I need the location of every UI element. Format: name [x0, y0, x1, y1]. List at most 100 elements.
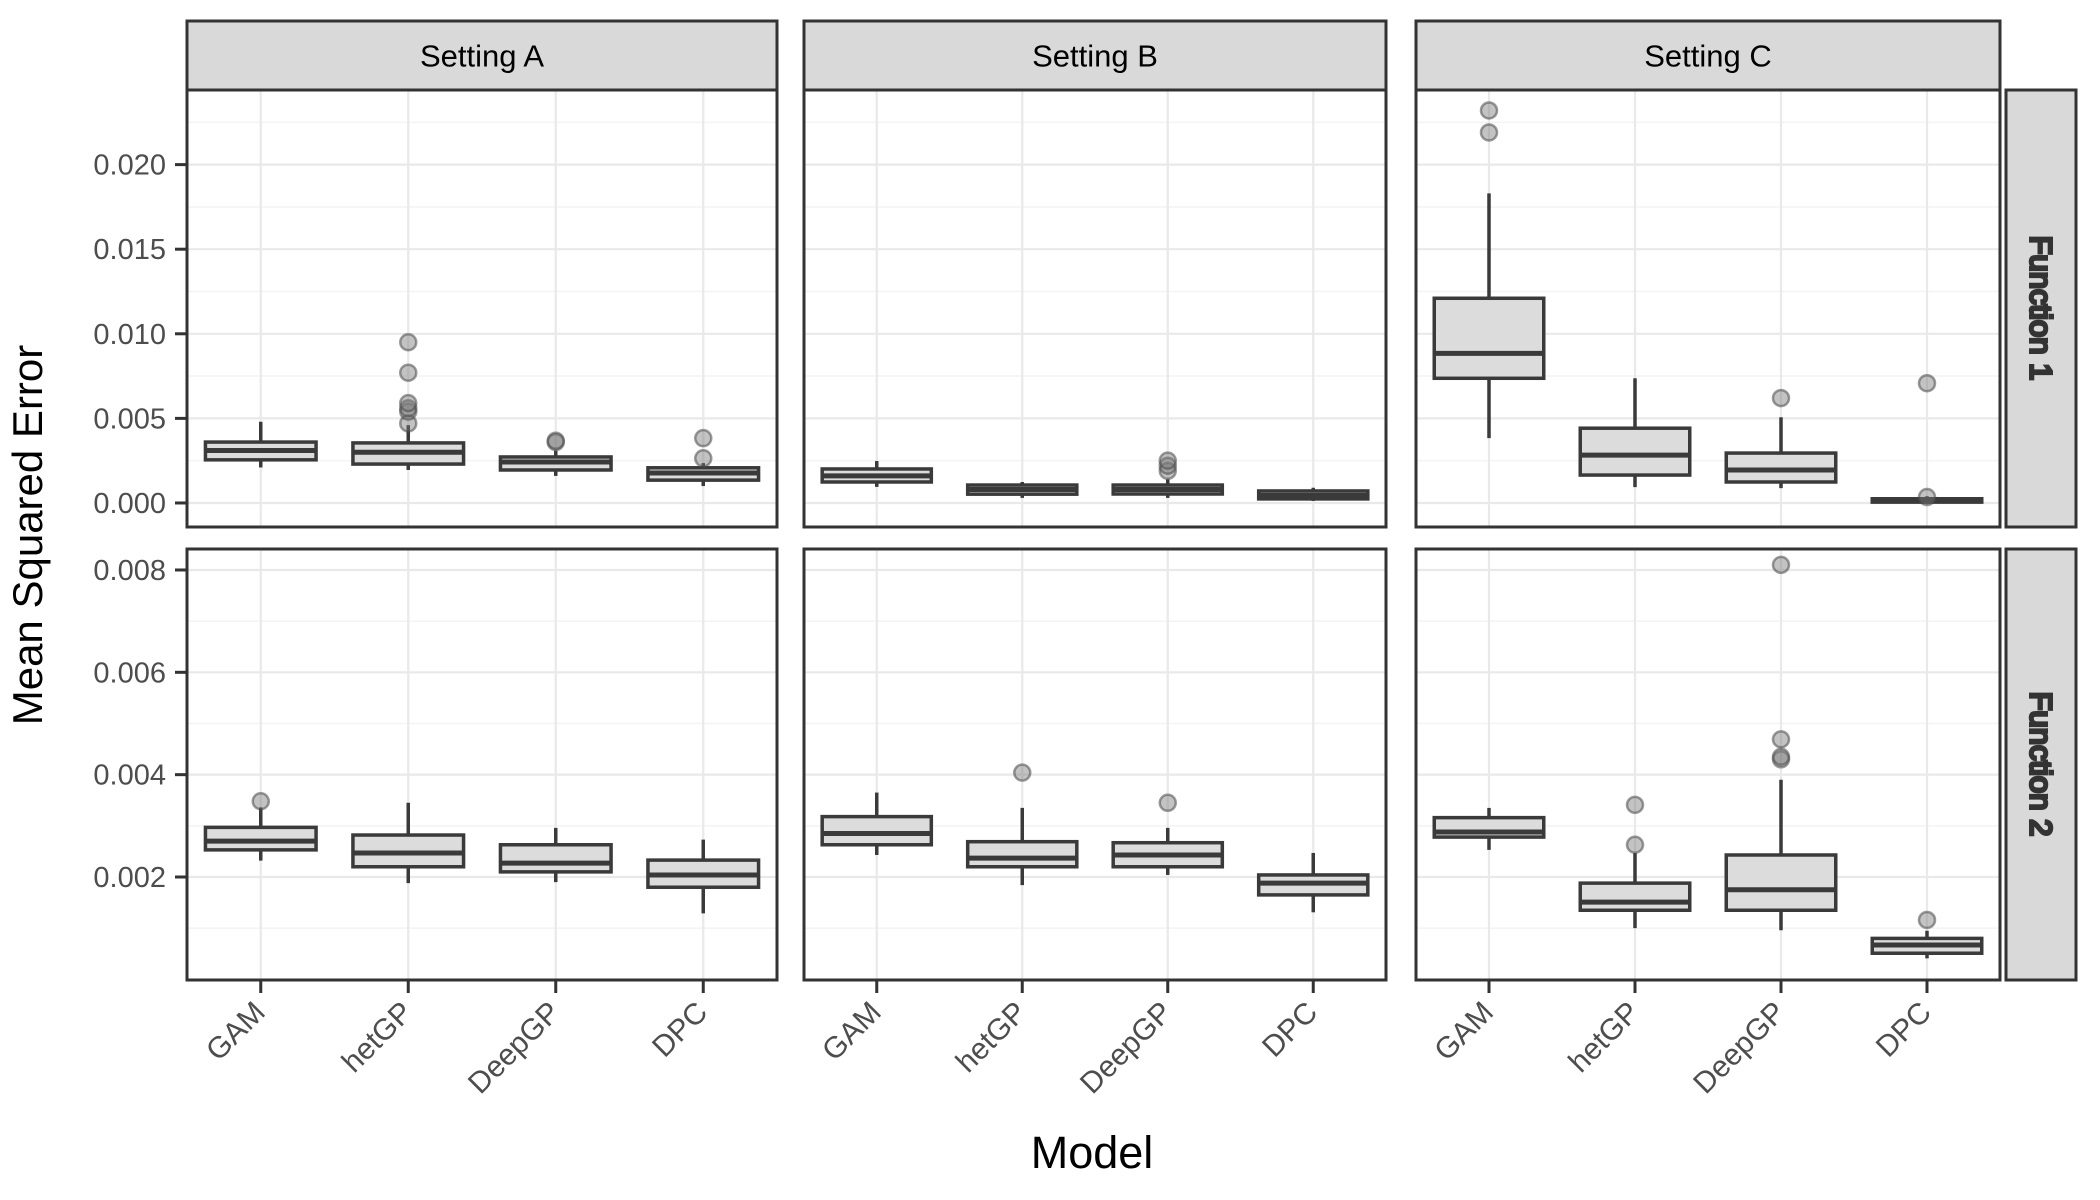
facet-strip-label: Setting C [1644, 39, 1772, 74]
facet-panel [802, 547, 1388, 982]
facet-strip-row [2004, 88, 2078, 529]
outlier-point [1158, 456, 1177, 476]
outlier-point [1771, 747, 1791, 766]
outlier-point [1013, 763, 1032, 782]
boxplot-DeepGP [498, 431, 613, 476]
boxplot-GAM [1432, 807, 1546, 850]
x-tick-label: DeepGP [462, 996, 567, 1101]
boxplot-DeepGP [1111, 793, 1225, 875]
outlier-point [1479, 123, 1499, 142]
panels-layer [185, 88, 2002, 982]
outlier-point [1625, 795, 1645, 815]
outlier-point [1771, 555, 1791, 575]
box-iqr [1578, 426, 1692, 477]
facet-panel [1414, 547, 2002, 982]
facet-panel [185, 547, 779, 982]
facet-strip-col [802, 19, 1388, 92]
x-tick-label: hetGP [336, 996, 419, 1079]
outlier-point [1158, 451, 1177, 470]
boxplot-hetGP [965, 481, 1079, 498]
boxplot-DPC [646, 839, 761, 914]
y-tick-label: 0.005 [93, 403, 166, 435]
outlier-point [1917, 487, 1937, 507]
boxplot-hetGP [1578, 378, 1692, 488]
y-tick-label: 0.015 [93, 234, 166, 266]
outlier-point [1917, 910, 1937, 930]
boxplot-hetGP [1578, 795, 1692, 929]
box-iqr [203, 825, 318, 852]
x-tick-label: DPC [1256, 996, 1324, 1064]
boxplot-DPC [1870, 373, 1984, 507]
boxplot-GAM [820, 461, 934, 487]
boxplot-DeepGP [1111, 451, 1225, 498]
panel-background [1416, 549, 2000, 980]
panel-border [802, 547, 1388, 982]
outlier-point [1917, 373, 1937, 393]
facet-strip-label: Setting B [1032, 39, 1158, 74]
x-tick-label: DPC [1870, 996, 1938, 1064]
x-tick-label: hetGP [950, 996, 1033, 1079]
boxplot-GAM [203, 421, 318, 468]
outlier-point [546, 431, 565, 450]
panel-border [185, 547, 779, 982]
box-iqr [1578, 881, 1692, 913]
outlier-point [1771, 388, 1791, 408]
facet-panel [185, 88, 779, 529]
x-tick-label: DeepGP [1687, 996, 1792, 1101]
boxplot-DeepGP [1724, 555, 1838, 931]
outlier-point [399, 333, 418, 352]
facet-strip-col [1414, 19, 2002, 92]
facet-strips-right: Function 1 Function 2 [2004, 88, 2078, 982]
outlier-point [694, 449, 713, 468]
facet-strip-row [2004, 547, 2078, 982]
boxplot-DPC [1870, 910, 1984, 959]
y-tick-label: 0.010 [93, 319, 166, 351]
boxplot-GAM [1432, 101, 1546, 439]
facet-panel [1414, 88, 2002, 529]
facet-panel [802, 88, 1388, 529]
panel-background [187, 549, 777, 980]
x-tick-label: GAM [1428, 996, 1500, 1068]
outlier-point [1158, 793, 1177, 813]
y-tick-label: 0.006 [93, 657, 166, 689]
outlier-point [399, 393, 418, 413]
outlier-point [251, 792, 270, 811]
facet-strip-row-label: Function 2 [2024, 692, 2059, 837]
box-iqr [498, 843, 613, 874]
boxplot-DPC [1256, 852, 1370, 913]
y-tick-label: 0.008 [93, 555, 166, 587]
panel-background [804, 549, 1386, 980]
boxplot-DPC [1256, 487, 1370, 501]
y-tick-label: 0.002 [93, 862, 166, 894]
outlier-point [1771, 730, 1791, 749]
boxplot-GAM [203, 792, 318, 861]
x-tick-label: DPC [646, 996, 714, 1064]
x-axis-title: Model [1031, 1127, 1154, 1178]
x-tick-label: hetGP [1562, 996, 1645, 1079]
boxplot-DPC [646, 428, 761, 487]
box-iqr [820, 814, 934, 847]
facet-strip-col [185, 19, 779, 92]
boxplot-hetGP [965, 763, 1079, 886]
x-tick-label: GAM [200, 996, 272, 1068]
panel-border [1414, 547, 2002, 982]
facet-strips-top: Setting A Setting B Setting C [185, 19, 2002, 92]
boxplot-hetGP [351, 802, 466, 884]
y-tick-label: 0.004 [93, 760, 166, 792]
facet-strip-row-label: Function 1 [2024, 236, 2059, 381]
y-axis-title: Mean Squared Error [4, 345, 51, 726]
facet-strip-label: Setting A [420, 39, 544, 74]
x-tick-label: DeepGP [1074, 996, 1179, 1101]
box-iqr [1432, 296, 1546, 381]
outlier-point [1625, 835, 1645, 855]
outlier-point [694, 428, 713, 448]
x-tick-label: GAM [816, 996, 888, 1068]
y-tick-label: 0.020 [93, 150, 166, 182]
outlier-point [1479, 101, 1499, 120]
panel-background [804, 90, 1386, 527]
box-iqr [1724, 853, 1838, 913]
boxplot-hetGP [351, 333, 466, 470]
boxplot-GAM [820, 792, 934, 855]
